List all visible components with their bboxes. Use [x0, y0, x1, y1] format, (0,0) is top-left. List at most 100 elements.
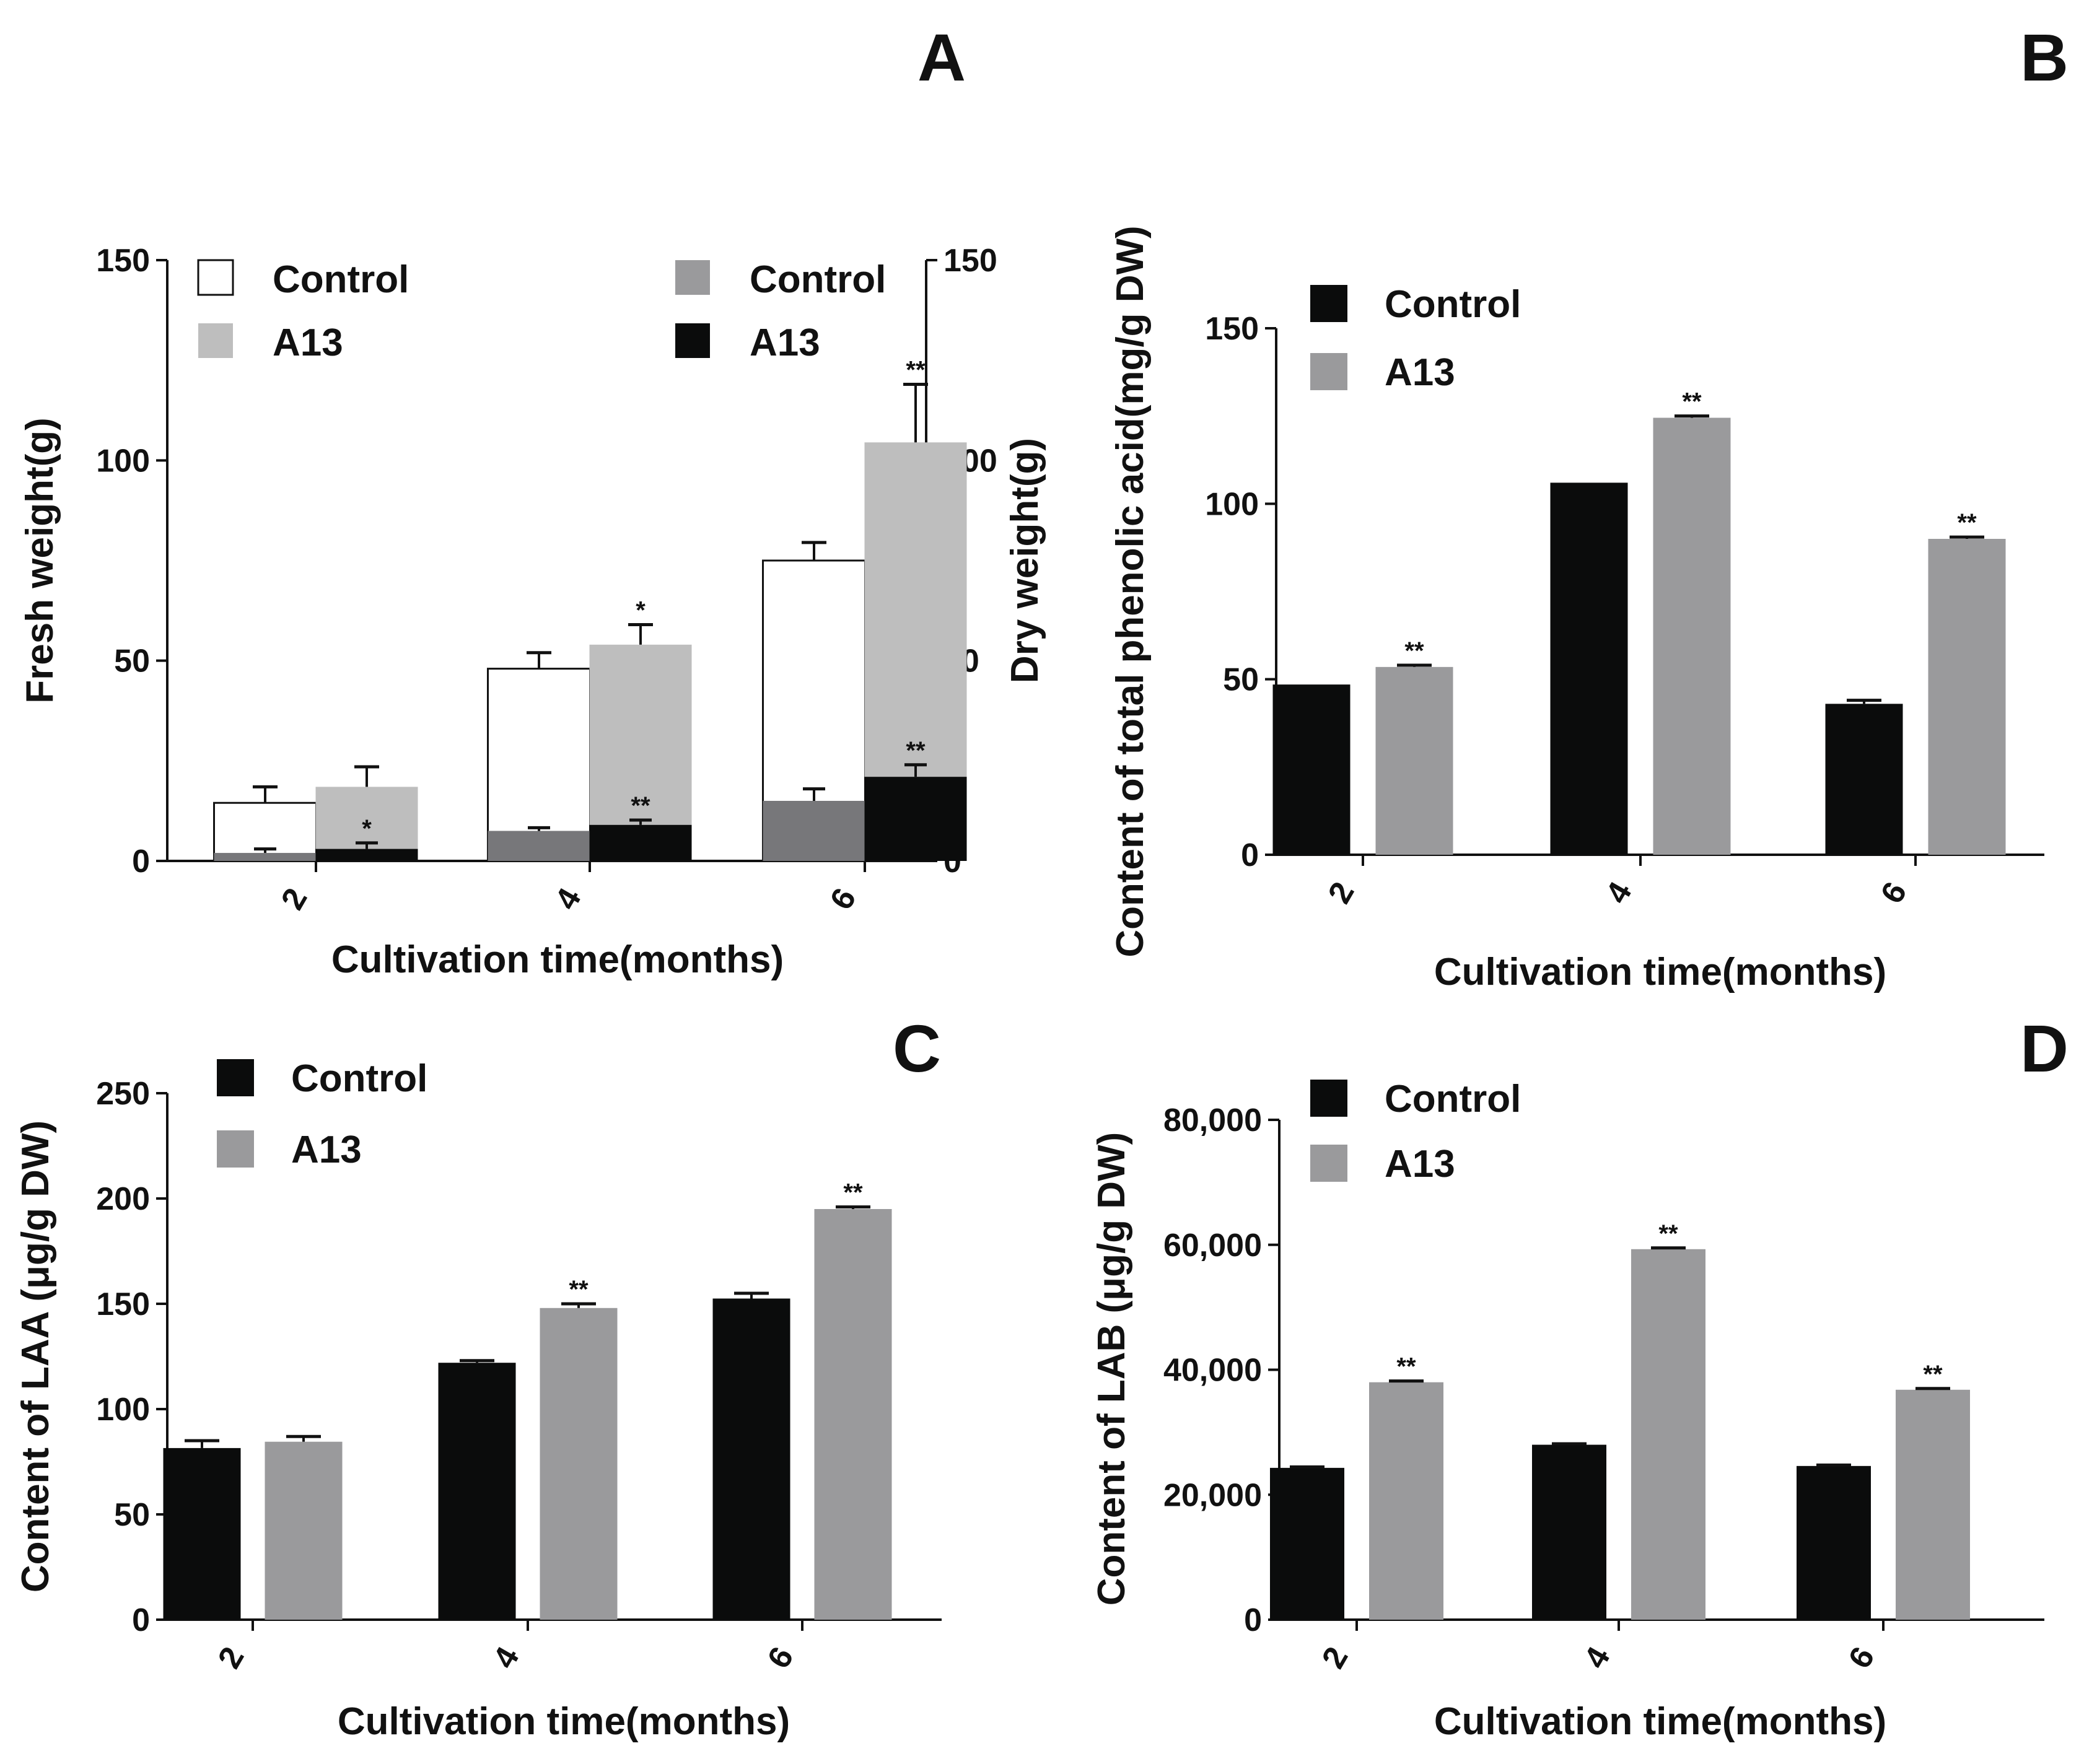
legend-swatch: [675, 260, 710, 295]
significance-mark: **: [631, 792, 650, 819]
dry-bar-control-4: [488, 831, 590, 861]
x-tick-label: 6: [823, 882, 864, 915]
bar-control-2: [1272, 684, 1351, 855]
bar-a13-6: [1896, 1389, 1970, 1620]
panel-b: 0 50 100 150 2 4 6 Cultivation time(months) Cont…: [1109, 20, 2069, 993]
significance-mark: *: [362, 815, 372, 842]
dry-bar-control-6: [763, 801, 865, 861]
bar-a13-6: [1928, 539, 2006, 855]
y-tick-label: 0: [1244, 1602, 1262, 1638]
bar-a13-2: [265, 1441, 343, 1620]
legend-label: Control: [273, 258, 409, 301]
significance-mark: **: [843, 1179, 863, 1207]
bar-a13-4: [1653, 417, 1731, 855]
y-tick-label: 50: [1223, 662, 1259, 698]
panel-label: B: [2020, 20, 2069, 95]
y-tick-label: 80,000: [1163, 1102, 1262, 1138]
bar-control-2: [1270, 1467, 1344, 1620]
significance-mark: **: [569, 1276, 589, 1303]
y-axis-title: Content of LAB (μg/g DW): [1090, 1132, 1133, 1606]
bar-control-2: [163, 1447, 241, 1620]
bar-a13-2: [1375, 666, 1453, 855]
significance-mark: **: [906, 737, 926, 764]
bar-control-6: [712, 1298, 790, 1620]
x-tick-label: 2: [211, 1641, 252, 1674]
legend-label-a13: A13: [1385, 1143, 1455, 1185]
y-tick-label: 100: [96, 1392, 150, 1428]
y-axis-title: Content of LAA (μg/g DW): [14, 1120, 57, 1592]
panel-label: C: [893, 1011, 941, 1086]
panel-label: D: [2020, 1011, 2069, 1086]
significance-mark: **: [1396, 1353, 1416, 1381]
y-axis-title: Content of total phenolic acid(mg/g DW): [1109, 225, 1152, 957]
panel-label: A: [917, 20, 966, 95]
legend-swatch-control: [217, 1059, 254, 1096]
x-tick-label: 6: [1842, 1641, 1882, 1674]
bar-a13-4: [540, 1308, 618, 1620]
legend-swatch-a13: [217, 1130, 254, 1168]
y-tick-label: 150: [96, 243, 150, 279]
y-tick-label: 250: [96, 1076, 150, 1112]
x-tick-label: 2: [1321, 876, 1362, 909]
significance-mark: **: [1957, 509, 1977, 536]
x-axis-title: Cultivation time(months): [1434, 1700, 1886, 1743]
y-tick-label: 50: [114, 1497, 150, 1533]
x-tick-label: 4: [1599, 876, 1639, 909]
bar-control-6: [1797, 1465, 1871, 1620]
legend-swatch-a13: [1310, 353, 1347, 390]
significance-mark: **: [1923, 1361, 1943, 1388]
significance-mark: **: [1682, 388, 1702, 416]
y-right-tick-label: 150: [943, 243, 997, 279]
x-axis-title: Cultivation time(months): [331, 938, 784, 981]
legend-swatch-a13: [1310, 1145, 1347, 1182]
x-tick-label: 4: [486, 1641, 527, 1674]
legend-swatch-control: [1310, 1080, 1347, 1117]
y-tick-label: 0: [132, 1602, 150, 1638]
bar-control-4: [438, 1363, 516, 1620]
panel-a: 0 50 100 150 2 4 6 Cultivation time(months) Fres…: [19, 20, 1046, 981]
y-tick-label: 60,000: [1163, 1228, 1262, 1264]
x-tick-label: 6: [1874, 876, 1914, 909]
y-tick-label: 50: [114, 644, 150, 679]
significance-mark: **: [1658, 1220, 1678, 1247]
legend-label: A13: [750, 321, 820, 364]
legend-label: Control: [750, 258, 886, 301]
bar-a13-4: [1631, 1249, 1705, 1620]
panel-d: 0 20,000 40,000 60,000 80,000 2 4 6 Cultivation …: [1090, 1011, 2069, 1743]
y-tick-label: 100: [96, 443, 150, 479]
bar-control-6: [1825, 704, 1903, 855]
x-tick-label: 4: [548, 882, 589, 915]
legend-swatch-control: [1310, 285, 1347, 322]
y-tick-label: 200: [96, 1181, 150, 1217]
y-tick-label: 100: [1205, 486, 1259, 522]
y-tick-label: 0: [1241, 837, 1259, 873]
dry-bar-a13-4: [589, 824, 692, 861]
bar-control-4: [1550, 482, 1628, 855]
significance-mark: **: [1404, 637, 1424, 665]
legend-label-control: Control: [1385, 1078, 1521, 1120]
legend-label-control: Control: [291, 1057, 427, 1100]
significance-mark: *: [636, 596, 646, 624]
bar-a13-2: [1369, 1382, 1443, 1620]
bar-a13-6: [814, 1209, 892, 1620]
legend-swatch: [197, 259, 234, 296]
legend-label: A13: [273, 321, 343, 364]
legend-label-a13: A13: [291, 1129, 362, 1171]
panel-c: 0 50 100 150 200 250 2 4 6 Cultivation time(month…: [14, 1011, 942, 1743]
legend-label-control: Control: [1385, 283, 1521, 326]
y-tick-label: 20,000: [1163, 1477, 1262, 1513]
legend-swatch: [198, 323, 233, 358]
bar-control-4: [1532, 1444, 1606, 1620]
dry-bar-control-2: [214, 853, 317, 861]
dry-bar-a13-6: [864, 777, 967, 861]
y-axis-title: Fresh weight(g): [19, 417, 61, 704]
x-axis-title: Cultivation time(months): [1434, 951, 1886, 993]
x-tick-label: 2: [1315, 1641, 1355, 1674]
dry-bar-a13-2: [315, 849, 418, 861]
y-tick-label: 0: [132, 844, 150, 880]
y-tick-label: 40,000: [1163, 1353, 1262, 1389]
y-tick-label: 150: [96, 1286, 150, 1322]
x-tick-label: 2: [274, 882, 315, 915]
legend-label-a13: A13: [1385, 351, 1455, 394]
